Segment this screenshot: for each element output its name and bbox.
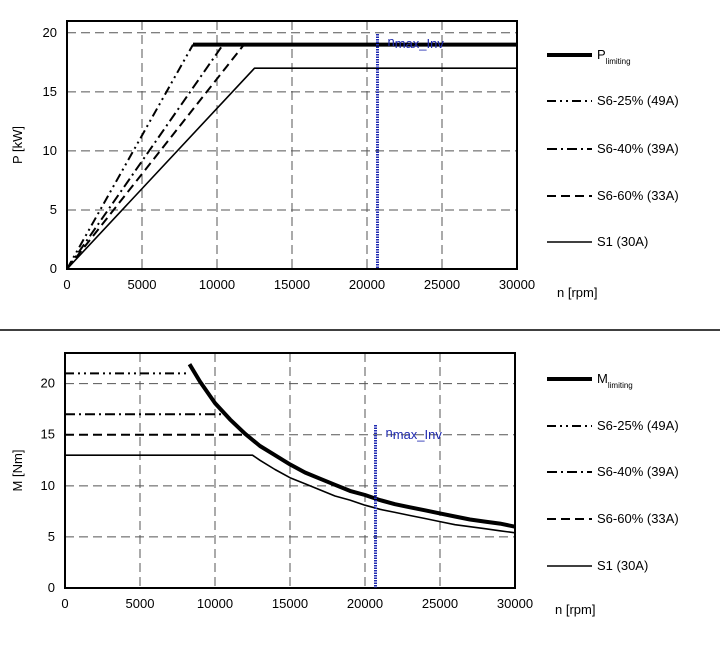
series-line bbox=[66, 44, 194, 270]
plot-frame bbox=[66, 20, 518, 270]
x-tick-label: 15000 bbox=[272, 596, 308, 611]
torque-chart: 0 5000 10000 15000 20000 25000 30000 0 5 10 15 20 n … bbox=[10, 352, 679, 617]
x-axis-label: n [rpm] bbox=[555, 602, 595, 617]
legend-label: S1 (30A) bbox=[597, 234, 648, 249]
series-line bbox=[66, 67, 517, 270]
legend-label: S1 (30A) bbox=[597, 558, 648, 573]
series-line bbox=[66, 44, 224, 270]
y-axis-label: P [kW] bbox=[10, 126, 25, 164]
max-speed-marker-label: nmax_Inv bbox=[386, 425, 443, 442]
plot-frame bbox=[64, 352, 516, 589]
series-line bbox=[66, 43, 245, 270]
legend-label: S6-60% (33A) bbox=[597, 511, 679, 526]
x-tick-label: 25000 bbox=[422, 596, 458, 611]
legend-label: S6-40% (39A) bbox=[597, 141, 679, 156]
x-tick-label: 15000 bbox=[274, 277, 310, 292]
x-tick-label: 30000 bbox=[497, 596, 533, 611]
y-tick-label: 10 bbox=[41, 478, 55, 493]
y-tick-label: 10 bbox=[43, 143, 57, 158]
x-tick-label: 20000 bbox=[347, 596, 383, 611]
x-tick-label: 5000 bbox=[128, 277, 157, 292]
power-chart: 0 5000 10000 15000 20000 25000 30000 0 5 10 15 20 n … bbox=[10, 20, 679, 300]
max-speed-marker-label: nmax_Inv bbox=[388, 34, 445, 51]
legend-label: S6-25% (49A) bbox=[597, 93, 679, 108]
series-line bbox=[65, 454, 516, 534]
y-tick-label: 0 bbox=[50, 261, 57, 276]
legend-label: S6-60% (33A) bbox=[597, 188, 679, 203]
y-tick-label: 15 bbox=[43, 84, 57, 99]
legend-label: Plimiting bbox=[597, 47, 631, 66]
legend-label: S6-25% (49A) bbox=[597, 418, 679, 433]
x-tick-label: 25000 bbox=[424, 277, 460, 292]
legend-label: Mlimiting bbox=[597, 371, 633, 390]
x-tick-label: 10000 bbox=[197, 596, 233, 611]
x-tick-label: 30000 bbox=[499, 277, 535, 292]
x-axis-label: n [rpm] bbox=[557, 285, 597, 300]
x-tick-label: 5000 bbox=[126, 596, 155, 611]
x-tick-label: 10000 bbox=[199, 277, 235, 292]
x-tick-label: 20000 bbox=[349, 277, 385, 292]
x-tick-label: 0 bbox=[61, 596, 68, 611]
legend-label: S6-40% (39A) bbox=[597, 464, 679, 479]
x-tick-label: 0 bbox=[63, 277, 70, 292]
y-tick-label: 15 bbox=[41, 427, 55, 442]
series-line bbox=[187, 363, 516, 529]
y-tick-label: 5 bbox=[48, 529, 55, 544]
y-axis-label: M [Nm] bbox=[10, 450, 25, 492]
y-tick-label: 20 bbox=[43, 25, 57, 40]
y-tick-label: 0 bbox=[48, 580, 55, 595]
y-tick-label: 5 bbox=[50, 202, 57, 217]
y-tick-label: 20 bbox=[41, 376, 55, 391]
